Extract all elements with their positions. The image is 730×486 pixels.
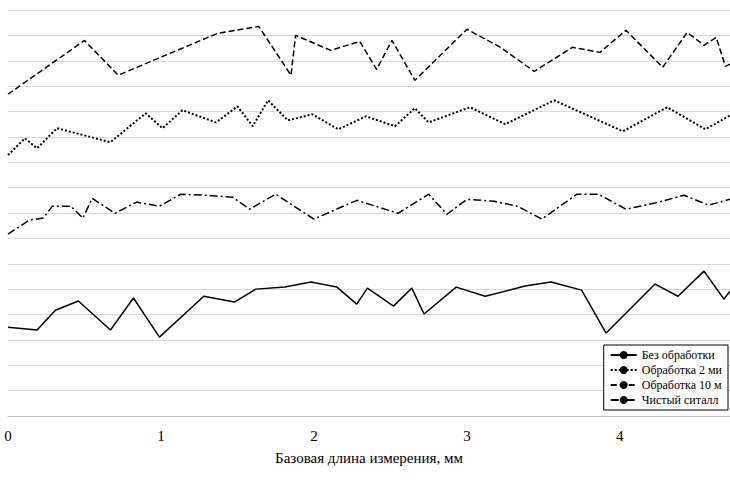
svg-text:Чистый ситалл: Чистый ситалл [642,393,719,407]
svg-text:3: 3 [463,428,471,444]
svg-text:0: 0 [4,428,12,444]
svg-text:Обработка 2 ми: Обработка 2 ми [642,363,723,377]
svg-text:Базовая длина измерения, мм: Базовая длина измерения, мм [275,450,463,466]
svg-text:4: 4 [616,428,624,444]
svg-text:1: 1 [157,428,165,444]
svg-text:Без обработки: Без обработки [642,348,716,362]
svg-text:Обработка 10 м: Обработка 10 м [642,378,722,392]
svg-text:2: 2 [310,428,318,444]
